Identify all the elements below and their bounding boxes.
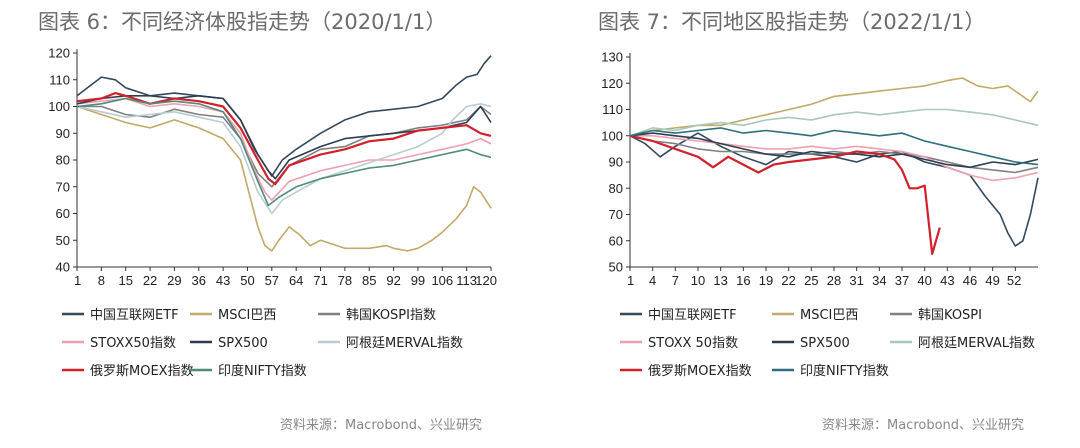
legend-label: 中国互联网ETF: [90, 308, 179, 323]
series-line: [629, 134, 941, 255]
x-tick-label: 43: [216, 273, 230, 288]
y-tick-label: 70: [56, 179, 70, 194]
series-line: [629, 132, 1039, 247]
x-tick-label: 34: [872, 273, 886, 288]
x-tick-label: 92: [386, 273, 400, 288]
x-tick-label: 99: [411, 273, 425, 288]
series-line: [630, 135, 1039, 182]
x-tick-label: 57: [265, 273, 279, 288]
x-tick-label: 10: [691, 273, 705, 288]
series-line: [76, 95, 492, 180]
y-tick-label: 100: [601, 128, 623, 143]
y-tick-label: 80: [609, 181, 623, 196]
x-tick-label: 7: [672, 273, 679, 288]
legend-label: 阿根廷MERVAL指数: [346, 336, 463, 351]
chart-panel-left: 图表 6：不同经济体股指走势（2020/1/1） 40 50 60 70 80 90 100…: [38, 10, 497, 433]
y-tick-label: 90: [609, 155, 623, 170]
series-line: [76, 97, 492, 201]
legend-label: SPX500: [800, 336, 850, 351]
y-tick-label: 60: [56, 206, 70, 221]
x-tick-label: 78: [338, 273, 352, 288]
x-tick-label: 120: [475, 273, 497, 288]
x-tick-label: 13: [713, 273, 727, 288]
x-tick-label: 15: [118, 273, 132, 288]
x-tick-label: 1: [627, 273, 634, 288]
x-tick-label: 29: [167, 273, 181, 288]
x-tick-label: 52: [1007, 273, 1021, 288]
x-tick-label: 16: [736, 273, 750, 288]
legend-label: 中国互联网ETF: [648, 308, 737, 323]
legend-label: SPX500: [218, 336, 268, 351]
legend-label: 韩国KOSPI: [918, 308, 982, 323]
source-note: 资料来源：Macrobond、兴业研究: [822, 418, 1025, 433]
series-line: [629, 108, 1039, 137]
y-tick-label: 50: [609, 260, 623, 275]
y-tick-label: 70: [609, 207, 623, 222]
x-tick-label: 40: [917, 273, 931, 288]
series-line: [629, 127, 1039, 166]
y-tick-label: 110: [602, 102, 623, 117]
y-tick-label: 90: [56, 126, 70, 141]
series-line: [77, 105, 492, 188]
x-tick-label: 19: [759, 273, 773, 288]
x-tick-label: 22: [143, 273, 157, 288]
x-tick-label: 43: [940, 273, 954, 288]
x-tick-label: 22: [781, 273, 795, 288]
series-line: [629, 132, 1039, 169]
legend-label: 印度NIFTY指数: [218, 363, 307, 379]
legend-label: MSCI巴西: [800, 308, 858, 323]
chart-title: 图表 6：不同经济体股指走势（2020/1/1）: [38, 10, 447, 34]
y-tick-label: 120: [601, 76, 623, 91]
legend-label: 俄罗斯MOEX指数: [648, 364, 752, 379]
x-tick-label: 85: [362, 273, 376, 288]
series-line: [76, 97, 492, 207]
x-tick-label: 50: [240, 273, 254, 288]
y-tick-label: 110: [49, 72, 70, 87]
y-tick-label: 80: [56, 153, 70, 168]
x-tick-label: 106: [431, 273, 453, 288]
x-tick-label: 36: [192, 273, 206, 288]
y-tick-label: 100: [48, 99, 70, 114]
chart-title: 图表 7：不同地区股指走势（2022/1/1）: [598, 10, 986, 34]
y-tick-label: 130: [601, 50, 623, 65]
x-tick-label: 71: [313, 273, 327, 288]
legend-label: 韩国KOSPI指数: [346, 308, 436, 323]
x-tick-label: 31: [849, 273, 863, 288]
legend-label: 阿根廷MERVAL指数: [918, 336, 1035, 351]
legend-label: STOXX 50指数: [648, 336, 738, 351]
chart-panel-right: 图表 7：不同地区股指走势（2022/1/1） 50 60 70 80 90 100 110…: [560, 0, 1080, 448]
y-tick-label: 120: [48, 46, 70, 61]
line-chart-right: 50 60 70 80 90 100 110 120 130 1 4 7 10 13 16 19 22 25 28 3…: [601, 50, 1039, 379]
legend-label: MSCI巴西: [218, 308, 276, 323]
legend-label: 俄罗斯MOEX指数: [90, 364, 194, 379]
x-tick-label: 8: [98, 273, 105, 288]
source-note: 资料来源：Macrobond、兴业研究: [280, 418, 483, 433]
y-tick-label: 50: [56, 233, 70, 248]
x-tick-label: 49: [985, 273, 999, 288]
x-tick-label: 37: [895, 273, 909, 288]
x-tick-label: 64: [289, 273, 303, 288]
series-line: [76, 92, 492, 186]
x-tick-label: 113: [456, 273, 477, 288]
x-tick-label: 1: [74, 273, 81, 288]
line-chart-left: 40 50 60 70 80 90 100 110 120 1 8 15 22 29 36 43 50 57 64 7…: [48, 46, 497, 380]
x-tick-label: 28: [827, 273, 841, 288]
y-tick-label: 60: [609, 233, 623, 248]
series-line: [629, 77, 1039, 137]
y-tick-label: 40: [56, 260, 70, 275]
x-tick-label: 4: [649, 273, 656, 288]
x-tick-label: 46: [963, 273, 977, 288]
legend-label: 印度NIFTY指数: [800, 363, 889, 379]
legend-label: STOXX50指数: [90, 336, 176, 351]
x-tick-label: 25: [804, 273, 818, 288]
series-line: [76, 105, 492, 252]
